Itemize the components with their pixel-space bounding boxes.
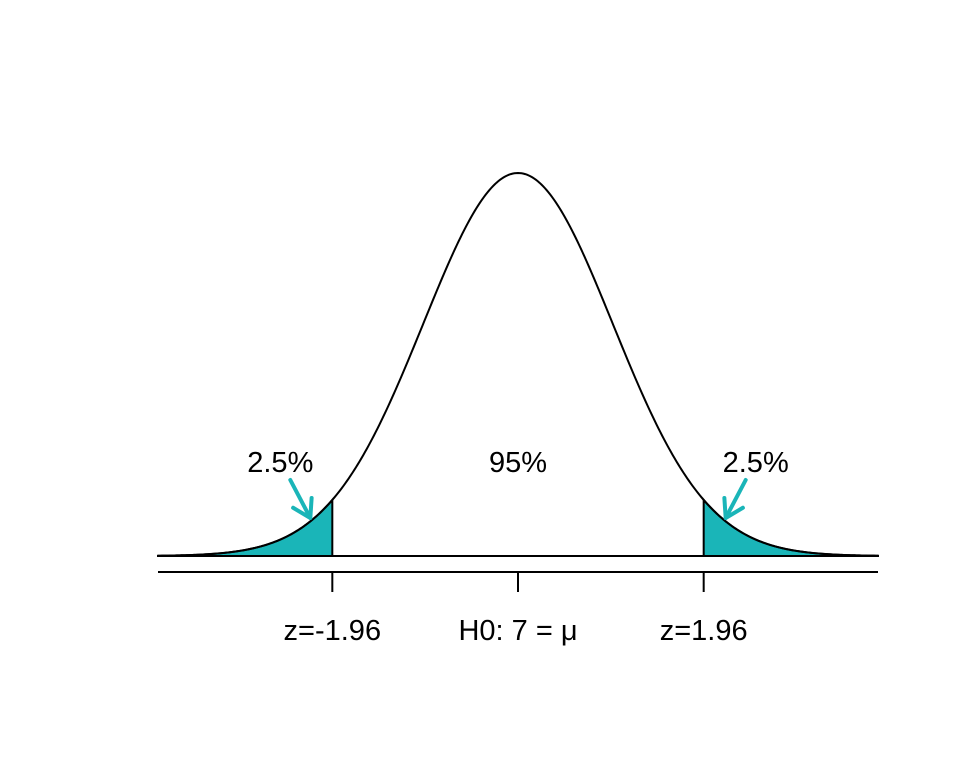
region-percent-label: 2.5% bbox=[247, 447, 313, 479]
region-percent-labels: 2.5% 95% 2.5% bbox=[247, 447, 788, 479]
tail-arrow bbox=[288, 478, 314, 520]
region-percent-label: 2.5% bbox=[723, 447, 789, 479]
region-percent-label: 95% bbox=[489, 447, 547, 479]
tail-arrows bbox=[288, 478, 748, 520]
tail-arrow bbox=[722, 478, 748, 520]
density-curve bbox=[157, 171, 879, 557]
x-axis-tick-labels: z=-1.96 H0: 7 = μ z=1.96 bbox=[284, 615, 748, 647]
x-axis-ticks bbox=[331, 572, 705, 592]
x-tick-label: z=-1.96 bbox=[284, 615, 382, 647]
x-tick-label: H0: 7 = μ bbox=[458, 615, 577, 647]
x-tick-label: z=1.96 bbox=[660, 615, 748, 647]
